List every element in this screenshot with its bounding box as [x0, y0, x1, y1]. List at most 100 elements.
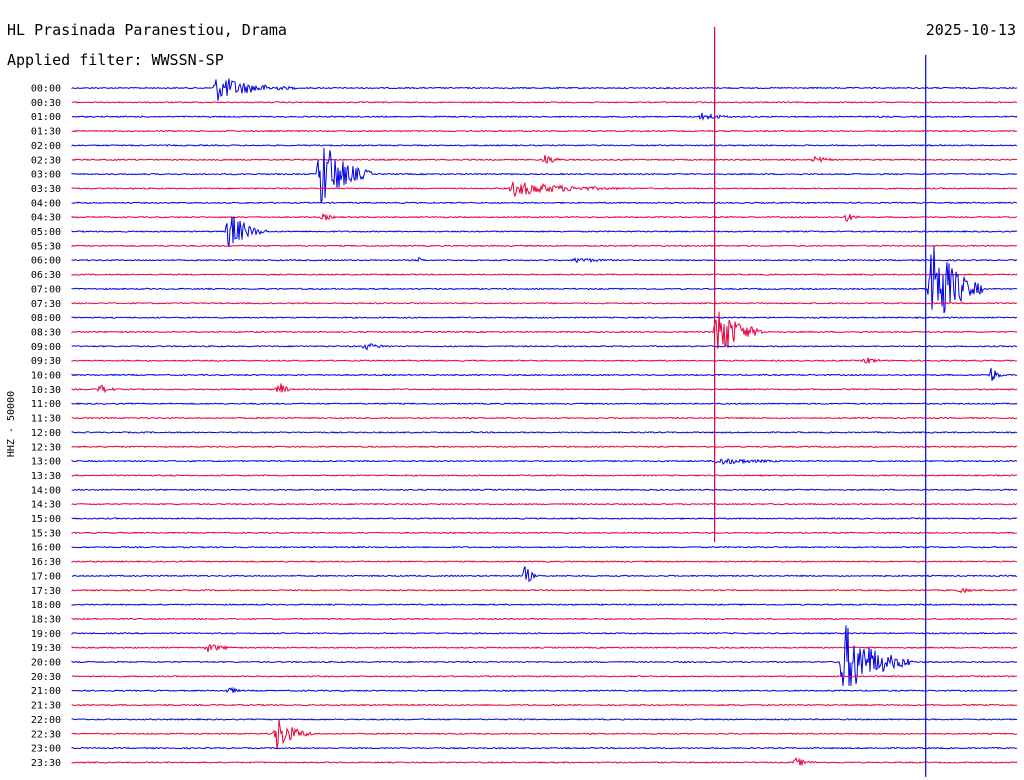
row-label-0700: 07:00	[31, 284, 61, 295]
row-label-0200: 02:00	[31, 141, 61, 152]
trace-1900	[71, 631, 1018, 636]
trace-2030	[71, 675, 1018, 678]
row-label-2000: 20:00	[31, 658, 61, 669]
row-label-1630: 16:30	[31, 557, 61, 568]
trace-2300	[71, 746, 1018, 750]
row-label-0430: 04:30	[31, 213, 61, 224]
trace-0900	[71, 343, 1018, 351]
trace-0730	[71, 301, 1018, 305]
row-label-0600: 06:00	[31, 256, 61, 267]
row-label-1530: 15:30	[31, 528, 61, 539]
row-label-1230: 12:30	[31, 442, 61, 453]
trace-0030	[71, 101, 1018, 104]
row-label-0300: 03:00	[31, 170, 61, 181]
row-label-0630: 06:30	[31, 270, 61, 281]
trace-0700	[71, 245, 1018, 314]
trace-2000	[71, 625, 1018, 686]
trace-0400	[71, 201, 1018, 205]
trace-0830	[71, 311, 1018, 349]
row-label-0400: 04:00	[31, 198, 61, 209]
trace-0930	[71, 357, 1017, 364]
trace-0130	[71, 129, 1018, 133]
trace-1830	[71, 617, 1018, 621]
row-label-0900: 09:00	[31, 342, 61, 353]
row-label-2200: 22:00	[31, 715, 61, 726]
row-label-1900: 19:00	[31, 629, 61, 640]
row-label-1100: 11:00	[31, 399, 61, 410]
row-label-0930: 09:30	[31, 356, 61, 367]
trace-1200	[71, 431, 1018, 434]
trace-1700	[71, 566, 1018, 583]
row-label-2030: 20:30	[31, 672, 61, 683]
row-label-0330: 03:30	[31, 184, 61, 195]
trace-1530	[71, 531, 1018, 535]
trace-1100	[71, 402, 1018, 406]
spike-group	[713, 26, 927, 777]
row-label-1700: 17:00	[31, 571, 61, 582]
trace-0530	[71, 244, 1018, 248]
row-label-1300: 13:00	[31, 457, 61, 468]
row-label-0800: 08:00	[31, 313, 61, 324]
trace-0630	[71, 273, 1018, 276]
trace-0800	[71, 316, 1018, 319]
trace-2130	[71, 703, 1018, 707]
trace-0330	[71, 181, 1018, 198]
trace-1800	[71, 603, 1018, 606]
row-label-0100: 01:00	[31, 112, 61, 123]
trace-group	[71, 78, 1018, 766]
row-label-1930: 19:30	[31, 643, 61, 654]
row-label-2330: 23:30	[31, 758, 61, 769]
trace-1300	[71, 458, 1018, 466]
row-label-1130: 11:30	[31, 414, 61, 425]
row-label-1030: 10:30	[31, 385, 61, 396]
trace-0100	[71, 112, 1018, 121]
trace-1600	[71, 545, 1018, 549]
trace-1230	[71, 445, 1018, 449]
row-label-2230: 22:30	[31, 729, 61, 740]
row-label-1600: 16:00	[31, 543, 61, 554]
trace-2230	[71, 720, 1018, 750]
row-label-0030: 00:30	[31, 98, 61, 109]
trace-1430	[71, 502, 1018, 506]
row-label-0530: 05:30	[31, 241, 61, 252]
row-label-2130: 21:30	[31, 701, 61, 712]
trace-0500	[71, 216, 1018, 247]
row-label-1500: 15:00	[31, 514, 61, 525]
trace-1330	[71, 474, 1018, 477]
trace-1630	[71, 560, 1018, 564]
trace-1000	[71, 367, 1018, 382]
trace-1500	[71, 517, 1018, 520]
row-label-1000: 10:00	[31, 371, 61, 382]
trace-0200	[71, 144, 1018, 147]
trace-1030	[71, 383, 1018, 394]
row-label-2100: 21:00	[31, 686, 61, 697]
trace-2200	[71, 718, 1017, 721]
row-label-0230: 02:30	[31, 155, 61, 166]
trace-0000	[71, 78, 1018, 101]
trace-2100	[71, 686, 1018, 694]
trace-1400	[71, 488, 1018, 492]
chart-date: 2025-10-13	[926, 21, 1016, 39]
trace-2330	[71, 756, 1018, 766]
row-label-1730: 17:30	[31, 586, 61, 597]
y-axis-label: HHZ - 50000	[6, 391, 17, 457]
row-label-1800: 18:00	[31, 600, 61, 611]
row-label-0500: 05:00	[31, 227, 61, 238]
row-label-0730: 07:30	[31, 299, 61, 310]
chart-subtitle: Applied filter: WWSSN-SP	[7, 51, 224, 69]
row-label-1400: 14:00	[31, 485, 61, 496]
row-label-1830: 18:30	[31, 614, 61, 625]
row-label-1430: 14:30	[31, 500, 61, 511]
row-label-0130: 01:30	[31, 127, 61, 138]
row-label-1200: 12:00	[31, 428, 61, 439]
trace-1730	[71, 587, 1018, 594]
row-label-0830: 08:30	[31, 327, 61, 338]
trace-1130	[71, 416, 1018, 420]
trace-0300	[71, 147, 1018, 204]
row-label-0000: 00:00	[31, 84, 61, 95]
chart-title: HL Prasinada Paranestiou, Drama	[7, 21, 287, 39]
trace-0430	[71, 212, 1018, 222]
row-label-1330: 13:30	[31, 471, 61, 482]
tick-label-group: 00:00 00:30 01:00 01:30 02:00 02:30 03:00 03:30…	[31, 84, 61, 769]
